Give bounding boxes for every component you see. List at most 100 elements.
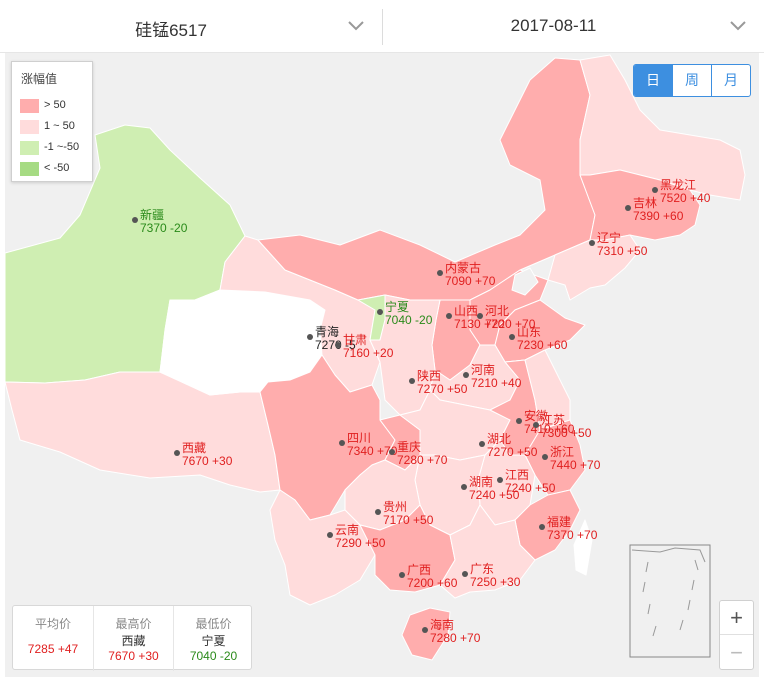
stat-average: 平均价 7285 +47 — [13, 606, 93, 671]
stat-highest: 最高价 西藏 7670 +30 — [93, 606, 173, 671]
province-value: 7170 +50 — [383, 513, 434, 527]
legend-swatch — [20, 99, 39, 113]
province-marker[interactable] — [542, 454, 548, 460]
province-marker[interactable] — [446, 313, 452, 319]
province-name: 湖南 — [469, 474, 493, 489]
province-name: 重庆 — [397, 440, 421, 454]
province-marker[interactable] — [461, 484, 467, 490]
zoom-control: + − — [719, 600, 754, 670]
province-marker[interactable] — [497, 477, 503, 483]
province-value: 7370 +70 — [547, 528, 598, 542]
province-marker[interactable] — [652, 187, 658, 193]
china-price-map[interactable]: 新疆 7370 -20 西藏 7670 +30 青海 7270 -5 甘肃 7160 +20 宁… — [5, 53, 759, 677]
zoom-in-button[interactable]: + — [720, 601, 753, 635]
tab-week[interactable]: 周 — [673, 65, 712, 96]
province-marker[interactable] — [339, 440, 345, 446]
top-selector-bar: 硅锰6517 2017-08-11 — [0, 0, 764, 53]
province-name: 河南 — [471, 362, 495, 377]
date-selector-value: 2017-08-11 — [383, 16, 724, 36]
province-value: 7230 +60 — [517, 338, 568, 352]
chevron-down-icon — [728, 15, 748, 35]
province-value: 7670 +30 — [182, 454, 233, 468]
province-name: 湖北 — [487, 431, 511, 446]
stat-average-value: 7285 +47 — [13, 642, 93, 656]
province-name: 广东 — [470, 562, 494, 576]
stat-lowest: 最低价 宁夏 7040 -20 — [173, 606, 253, 671]
tab-day[interactable]: 日 — [634, 65, 673, 96]
date-selector[interactable]: 2017-08-11 — [383, 0, 764, 53]
stat-lowest-title: 最低价 — [174, 615, 253, 632]
province-value: 7370 -20 — [140, 221, 188, 235]
legend-label: > 50 — [44, 99, 66, 111]
province-marker[interactable] — [437, 270, 443, 276]
province-value: 7310 +50 — [597, 244, 648, 258]
province-marker[interactable] — [174, 450, 180, 456]
province-name: 新疆 — [140, 207, 164, 222]
province-name: 辽宁 — [597, 230, 621, 245]
province-value: 7160 +20 — [343, 346, 394, 360]
province-marker[interactable] — [327, 532, 333, 538]
province-value: 7040 -20 — [385, 313, 433, 327]
province-name: 山西 — [454, 304, 478, 318]
legend-swatch — [20, 120, 39, 134]
legend-title: 涨幅值 — [21, 70, 57, 87]
legend-swatch — [20, 141, 39, 155]
province-marker[interactable] — [509, 334, 515, 340]
province-value: 7090 +70 — [445, 274, 496, 288]
stat-lowest-value: 7040 -20 — [174, 649, 253, 663]
province-value: 7290 +50 — [335, 536, 386, 550]
province-marker[interactable] — [132, 217, 138, 223]
product-selector-value: 硅锰6517 — [0, 16, 342, 41]
province-value: 7240 +50 — [469, 488, 520, 502]
province-marker[interactable] — [533, 422, 539, 428]
province-name: 吉林 — [633, 196, 657, 210]
stat-highest-title: 最高价 — [94, 615, 173, 632]
region-inner-mongolia — [258, 58, 595, 300]
stat-highest-value: 7670 +30 — [94, 649, 173, 663]
province-marker[interactable] — [463, 372, 469, 378]
province-marker[interactable] — [409, 378, 415, 384]
province-name: 四川 — [347, 431, 371, 445]
price-stats-panel: 平均价 7285 +47 最高价 西藏 7670 +30 最低价 宁夏 7040… — [12, 605, 252, 670]
province-marker[interactable] — [375, 509, 381, 515]
chevron-down-icon — [346, 15, 366, 35]
province-value: 7300 +50 — [541, 426, 592, 440]
legend-label: 1 ~ 50 — [44, 120, 75, 132]
province-name: 浙江 — [550, 445, 574, 459]
south-china-sea-inset — [630, 545, 710, 657]
province-name: 广西 — [407, 563, 431, 577]
province-marker[interactable] — [389, 449, 395, 455]
province-marker[interactable] — [539, 524, 545, 530]
province-name: 江西 — [505, 468, 529, 482]
province-name: 福建 — [547, 514, 571, 529]
province-marker[interactable] — [377, 309, 383, 315]
stat-lowest-province: 宁夏 — [174, 632, 253, 649]
province-value: 7130 +70 — [454, 317, 505, 331]
province-name: 河北 — [485, 304, 509, 318]
province-value: 7270 +50 — [417, 382, 468, 396]
province-marker[interactable] — [462, 571, 468, 577]
province-value: 7250 +30 — [470, 575, 521, 589]
province-name: 陕西 — [417, 368, 441, 383]
province-marker[interactable] — [625, 205, 631, 211]
province-marker[interactable] — [307, 334, 313, 340]
legend-swatch — [20, 162, 39, 176]
province-marker[interactable] — [422, 627, 428, 633]
product-selector[interactable]: 硅锰6517 — [0, 0, 382, 53]
province-value: 7270 +50 — [487, 445, 538, 459]
province-marker[interactable] — [335, 342, 341, 348]
province-marker[interactable] — [479, 441, 485, 447]
province-marker[interactable] — [516, 418, 522, 424]
province-marker[interactable] — [589, 240, 595, 246]
stat-average-title: 平均价 — [13, 615, 93, 632]
province-name: 青海 — [315, 324, 339, 339]
zoom-out-button[interactable]: − — [720, 636, 753, 670]
province-name: 甘肃 — [343, 333, 367, 347]
province-value: 7440 +70 — [550, 458, 601, 472]
province-value: 7210 +40 — [471, 376, 522, 390]
province-name: 云南 — [335, 522, 359, 537]
province-value: 7200 +60 — [407, 576, 458, 590]
tab-month[interactable]: 月 — [712, 65, 750, 96]
province-marker[interactable] — [399, 572, 405, 578]
